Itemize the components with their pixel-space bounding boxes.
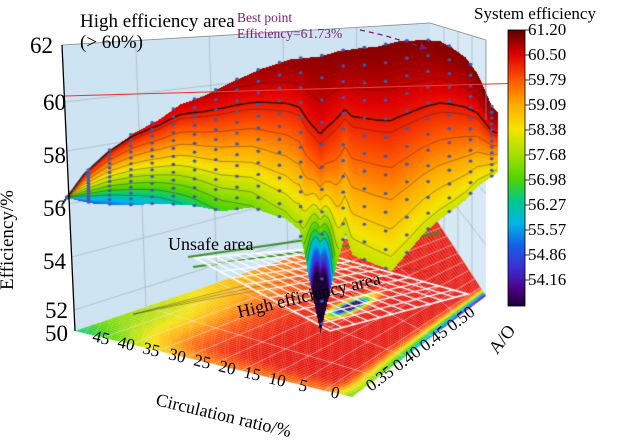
svg-text:Best point: Best point xyxy=(237,10,292,25)
svg-text:30: 30 xyxy=(167,344,188,366)
svg-text:50: 50 xyxy=(45,321,68,346)
svg-text:56: 56 xyxy=(43,196,66,221)
svg-text:(> 60%): (> 60%) xyxy=(80,32,143,53)
svg-text:25: 25 xyxy=(192,350,213,372)
svg-text:0.35: 0.35 xyxy=(362,362,397,395)
svg-text:10: 10 xyxy=(267,368,288,390)
svg-text:0: 0 xyxy=(329,382,342,402)
svg-text:59.79: 59.79 xyxy=(528,70,566,89)
svg-text:58.38: 58.38 xyxy=(528,120,566,139)
svg-text:57.68: 57.68 xyxy=(528,145,566,164)
svg-text:0.40: 0.40 xyxy=(389,342,424,375)
svg-text:Efficiency/%: Efficiency/% xyxy=(0,190,18,290)
svg-text:15: 15 xyxy=(242,362,263,384)
svg-text:55.57: 55.57 xyxy=(528,220,567,239)
svg-text:54.86: 54.86 xyxy=(528,245,566,264)
svg-text:62: 62 xyxy=(30,33,53,58)
svg-text:60: 60 xyxy=(43,90,66,115)
svg-text:Efficiency=61.73%: Efficiency=61.73% xyxy=(237,26,342,41)
svg-text:A/O: A/O xyxy=(484,321,519,358)
svg-text:High efficiency area: High efficiency area xyxy=(80,11,235,32)
svg-text:58: 58 xyxy=(43,143,66,168)
svg-text:61.20: 61.20 xyxy=(528,20,566,39)
svg-text:54: 54 xyxy=(43,249,67,274)
svg-text:52: 52 xyxy=(45,298,68,323)
svg-text:High efficiency area: High efficiency area xyxy=(235,268,382,322)
svg-text:56.27: 56.27 xyxy=(528,195,567,214)
svg-text:35: 35 xyxy=(141,338,162,360)
svg-text:45: 45 xyxy=(91,326,112,348)
svg-text:Circulation ratio/%: Circulation ratio/% xyxy=(154,389,293,440)
svg-text:20: 20 xyxy=(217,356,238,378)
svg-text:0.50: 0.50 xyxy=(443,302,478,335)
svg-text:60.50: 60.50 xyxy=(528,45,566,64)
svg-text:0.45: 0.45 xyxy=(416,322,451,355)
svg-text:5: 5 xyxy=(297,375,310,395)
svg-text:56.98: 56.98 xyxy=(528,170,566,189)
svg-text:Unsafe area: Unsafe area xyxy=(168,234,253,254)
svg-text:54.16: 54.16 xyxy=(528,270,566,289)
svg-text:59.09: 59.09 xyxy=(528,95,566,114)
svg-text:40: 40 xyxy=(116,332,137,354)
